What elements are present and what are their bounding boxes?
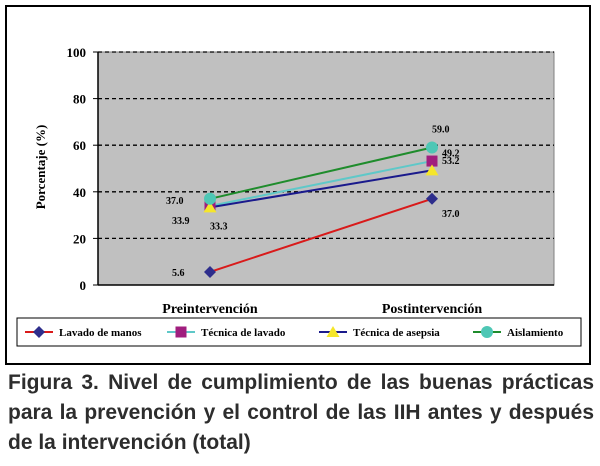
legend: Lavado de manos Técnica de lavado Técnica … (25, 326, 564, 339)
marker (426, 192, 438, 205)
y-tick-label: 0 (80, 278, 87, 293)
series-line (209, 160, 433, 207)
marker (204, 265, 216, 278)
legend-item: Técnica de asepsia (319, 326, 440, 339)
data-label: 37.0 (442, 209, 460, 220)
legend-item: Aislamiento (473, 326, 564, 339)
data-label: 33.3 (210, 221, 228, 232)
y-tick-label: 100 (67, 45, 87, 60)
figure-frame: 0 20 40 60 80 100 Porcentaje (%) Preintervenc… (5, 5, 591, 365)
marker (203, 201, 217, 213)
marker (425, 164, 439, 176)
y-ticks: 0 20 40 60 80 100 (67, 45, 98, 293)
series-line (209, 197, 433, 273)
y-tick-label: 60 (73, 138, 86, 153)
marker (481, 326, 493, 338)
series-2 (209, 160, 433, 207)
plot-area (97, 51, 555, 286)
line-chart: 0 20 40 60 80 100 Porcentaje (%) Preintervenc… (16, 45, 582, 347)
legend-label: Lavado de manos (59, 327, 142, 339)
data-label: 5.6 (172, 268, 185, 279)
x-category-label: Preintervención (162, 302, 258, 317)
series-line (209, 169, 433, 209)
series-line (209, 146, 433, 200)
series-3 (209, 169, 433, 209)
legend-label: Aislamiento (507, 327, 564, 339)
y-tick-label: 20 (73, 231, 86, 246)
marker (33, 326, 45, 338)
marker (426, 141, 438, 154)
data-label: 33.9 (172, 216, 190, 227)
data-label: 59.0 (432, 125, 450, 136)
marker (426, 155, 438, 167)
marker (204, 192, 216, 205)
legend-item: Técnica de lavado (167, 326, 286, 339)
legend-item: Lavado de manos (25, 326, 142, 339)
y-axis-title: Porcentaje (%) (33, 125, 48, 210)
marker (175, 326, 187, 338)
x-category-labels: Preintervención Postintervención (162, 302, 482, 317)
series-4 (209, 146, 433, 200)
x-category-label: Postintervención (382, 302, 483, 317)
series-1-marks: 5.6 37.0 (172, 192, 460, 279)
series-3-marks: 33.3 49.2 (203, 148, 460, 232)
marker (326, 326, 340, 337)
series-1 (209, 197, 433, 273)
y-tick-label: 40 (73, 185, 86, 200)
data-label: 49.2 (442, 148, 460, 159)
gridlines (98, 51, 554, 240)
y-tick-label: 80 (73, 92, 86, 107)
data-label: 53.2 (442, 156, 460, 167)
series: 5.6 37.0 33.9 53.2 33.3 49.2 37.0 59.0 (166, 125, 460, 279)
legend-label: Técnica de lavado (201, 327, 286, 339)
series-4-marks: 37.0 59.0 (166, 125, 450, 207)
figure-caption: Figura 3. Nivel de cumplimiento de las b… (8, 371, 594, 454)
legend-label: Técnica de asepsia (353, 327, 440, 339)
data-label: 37.0 (166, 196, 184, 207)
